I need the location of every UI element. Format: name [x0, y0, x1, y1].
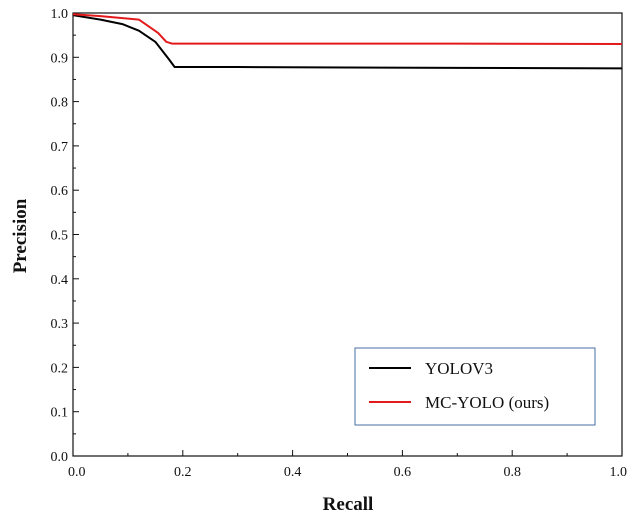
- y-tick-label: 0.7: [51, 140, 69, 155]
- x-tick-label: 0.2: [174, 465, 192, 480]
- y-tick-label: 0.0: [51, 450, 69, 465]
- y-axis-title: Precision: [10, 198, 31, 273]
- x-tick-label: 0.0: [68, 465, 86, 480]
- y-tick-label: 0.1: [51, 406, 69, 421]
- x-tick-label: 0.6: [394, 465, 412, 480]
- y-tick-label: 1.0: [51, 7, 69, 22]
- legend-box: [354, 347, 596, 426]
- legend-label: MC-YOLO (ours): [425, 393, 549, 412]
- y-tick-label: 0.3: [51, 317, 69, 332]
- series-line-yolov3: [72, 14, 623, 70]
- y-tick-label: 0.6: [51, 184, 69, 199]
- legend-label: YOLOV3: [425, 359, 493, 378]
- x-tick-label: 0.8: [503, 465, 521, 480]
- x-tick-label: 1.0: [610, 465, 628, 480]
- y-tick-label: 0.9: [51, 51, 69, 66]
- y-tick-label: 0.5: [51, 229, 69, 244]
- y-tick-label: 0.2: [51, 361, 69, 376]
- y-tick-label: 0.4: [51, 273, 69, 288]
- y-tick-label: 0.8: [51, 96, 69, 111]
- x-tick-label: 0.4: [284, 465, 302, 480]
- x-axis-title: Recall: [323, 494, 374, 515]
- series-line-mc-yolo: [72, 13, 623, 45]
